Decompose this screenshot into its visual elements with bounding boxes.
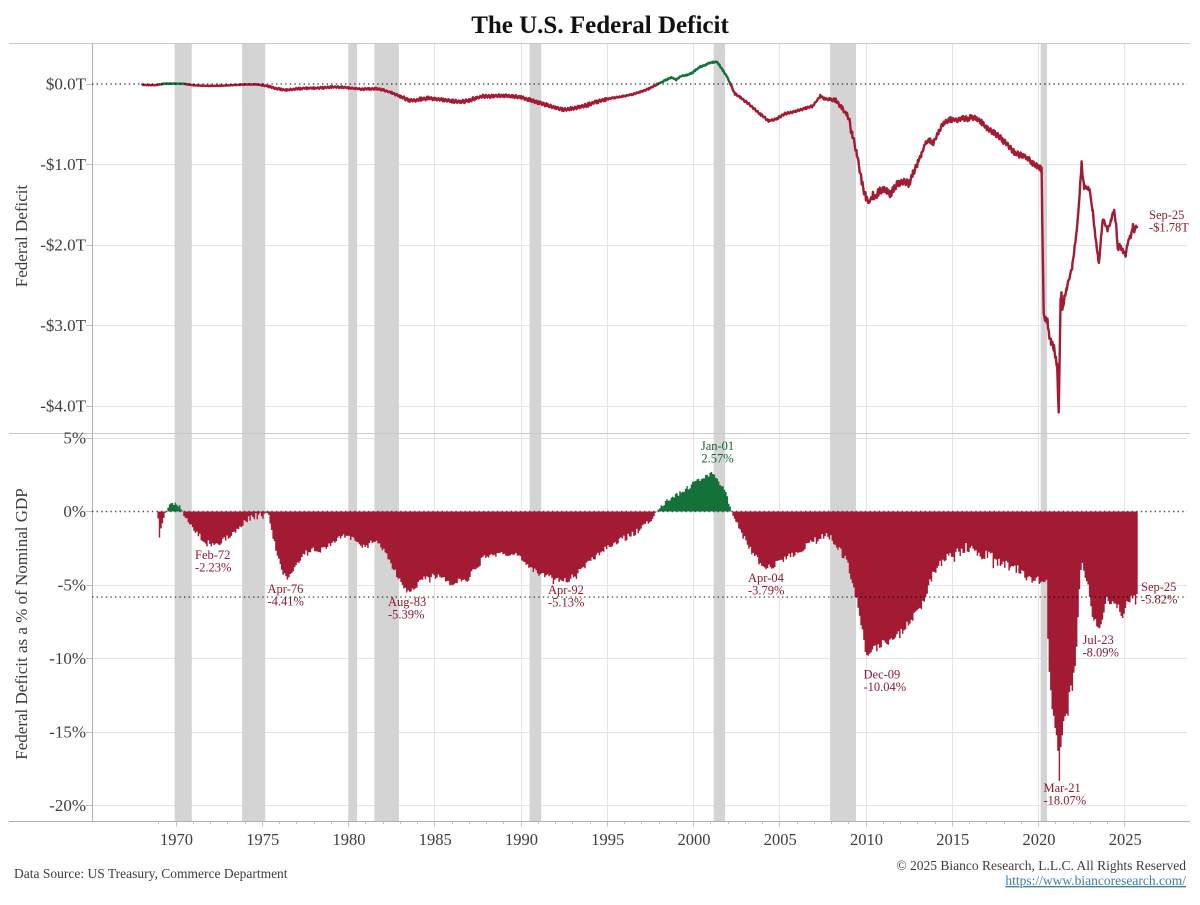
svg-text:-15%: -15% [49, 722, 86, 741]
svg-text:Apr-04-3.79%: Apr-04 -3.79% [748, 571, 785, 598]
svg-text:1970: 1970 [160, 830, 193, 849]
svg-text:0%: 0% [63, 502, 86, 521]
svg-text:2020: 2020 [1023, 830, 1056, 849]
svg-text:Data Source: US Treasury, Comm: Data Source: US Treasury, Commerce Depar… [14, 866, 288, 881]
svg-text:Apr-92-5.13%: Apr-92 -5.13% [548, 583, 584, 610]
svg-text:5%: 5% [63, 428, 86, 447]
svg-text:Jul-23-8.09%: Jul-23 -8.09% [1083, 633, 1119, 660]
svg-text:-10%: -10% [49, 649, 86, 668]
svg-text:The U.S. Federal Deficit: The U.S. Federal Deficit [471, 12, 729, 39]
svg-text:1980: 1980 [333, 830, 366, 849]
svg-text:1975: 1975 [246, 830, 279, 849]
svg-text:-$1.0T: -$1.0T [40, 155, 86, 174]
svg-text:-$4.0T: -$4.0T [40, 396, 86, 415]
svg-text:Sep-25-5.82%: Sep-25 -5.82% [1141, 580, 1177, 607]
svg-text:Sep-25-$1.78T: Sep-25 -$1.78T [1149, 208, 1189, 235]
svg-text:Dec-09-10.04%: Dec-09 -10.04% [864, 668, 907, 695]
svg-text:2010: 2010 [850, 830, 883, 849]
svg-text:-$3.0T: -$3.0T [40, 316, 86, 335]
svg-text:1985: 1985 [419, 830, 452, 849]
svg-text:Feb-72-2.23%: Feb-72 -2.23% [195, 548, 231, 575]
svg-text:Federal Deficit as a % of Nomi: Federal Deficit as a % of Nominal GDP [12, 488, 31, 759]
svg-text:1990: 1990 [505, 830, 538, 849]
svg-text:https://www.biancoresearch.com: https://www.biancoresearch.com/ [1005, 873, 1186, 888]
svg-text:Federal Deficit: Federal Deficit [12, 185, 31, 288]
svg-text:-$2.0T: -$2.0T [40, 235, 86, 254]
svg-text:2015: 2015 [936, 830, 969, 849]
svg-text:Aug-83-5.39%: Aug-83 -5.39% [388, 595, 426, 622]
svg-text:2000: 2000 [678, 830, 711, 849]
svg-text:-20%: -20% [49, 796, 86, 815]
svg-text:$0.0T: $0.0T [46, 74, 87, 93]
svg-text:Mar-21-18.07%: Mar-21 -18.07% [1044, 781, 1087, 808]
svg-text:Jan-012.57%: Jan-01 2.57% [701, 439, 734, 466]
svg-text:2025: 2025 [1109, 830, 1142, 849]
svg-text:2005: 2005 [764, 830, 797, 849]
svg-text:© 2025 Bianco Research, L.L.C.: © 2025 Bianco Research, L.L.C. All Right… [896, 858, 1186, 873]
svg-text:1995: 1995 [591, 830, 624, 849]
svg-text:Apr-76-4.41%: Apr-76 -4.41% [268, 582, 304, 609]
svg-text:-5%: -5% [58, 575, 86, 594]
